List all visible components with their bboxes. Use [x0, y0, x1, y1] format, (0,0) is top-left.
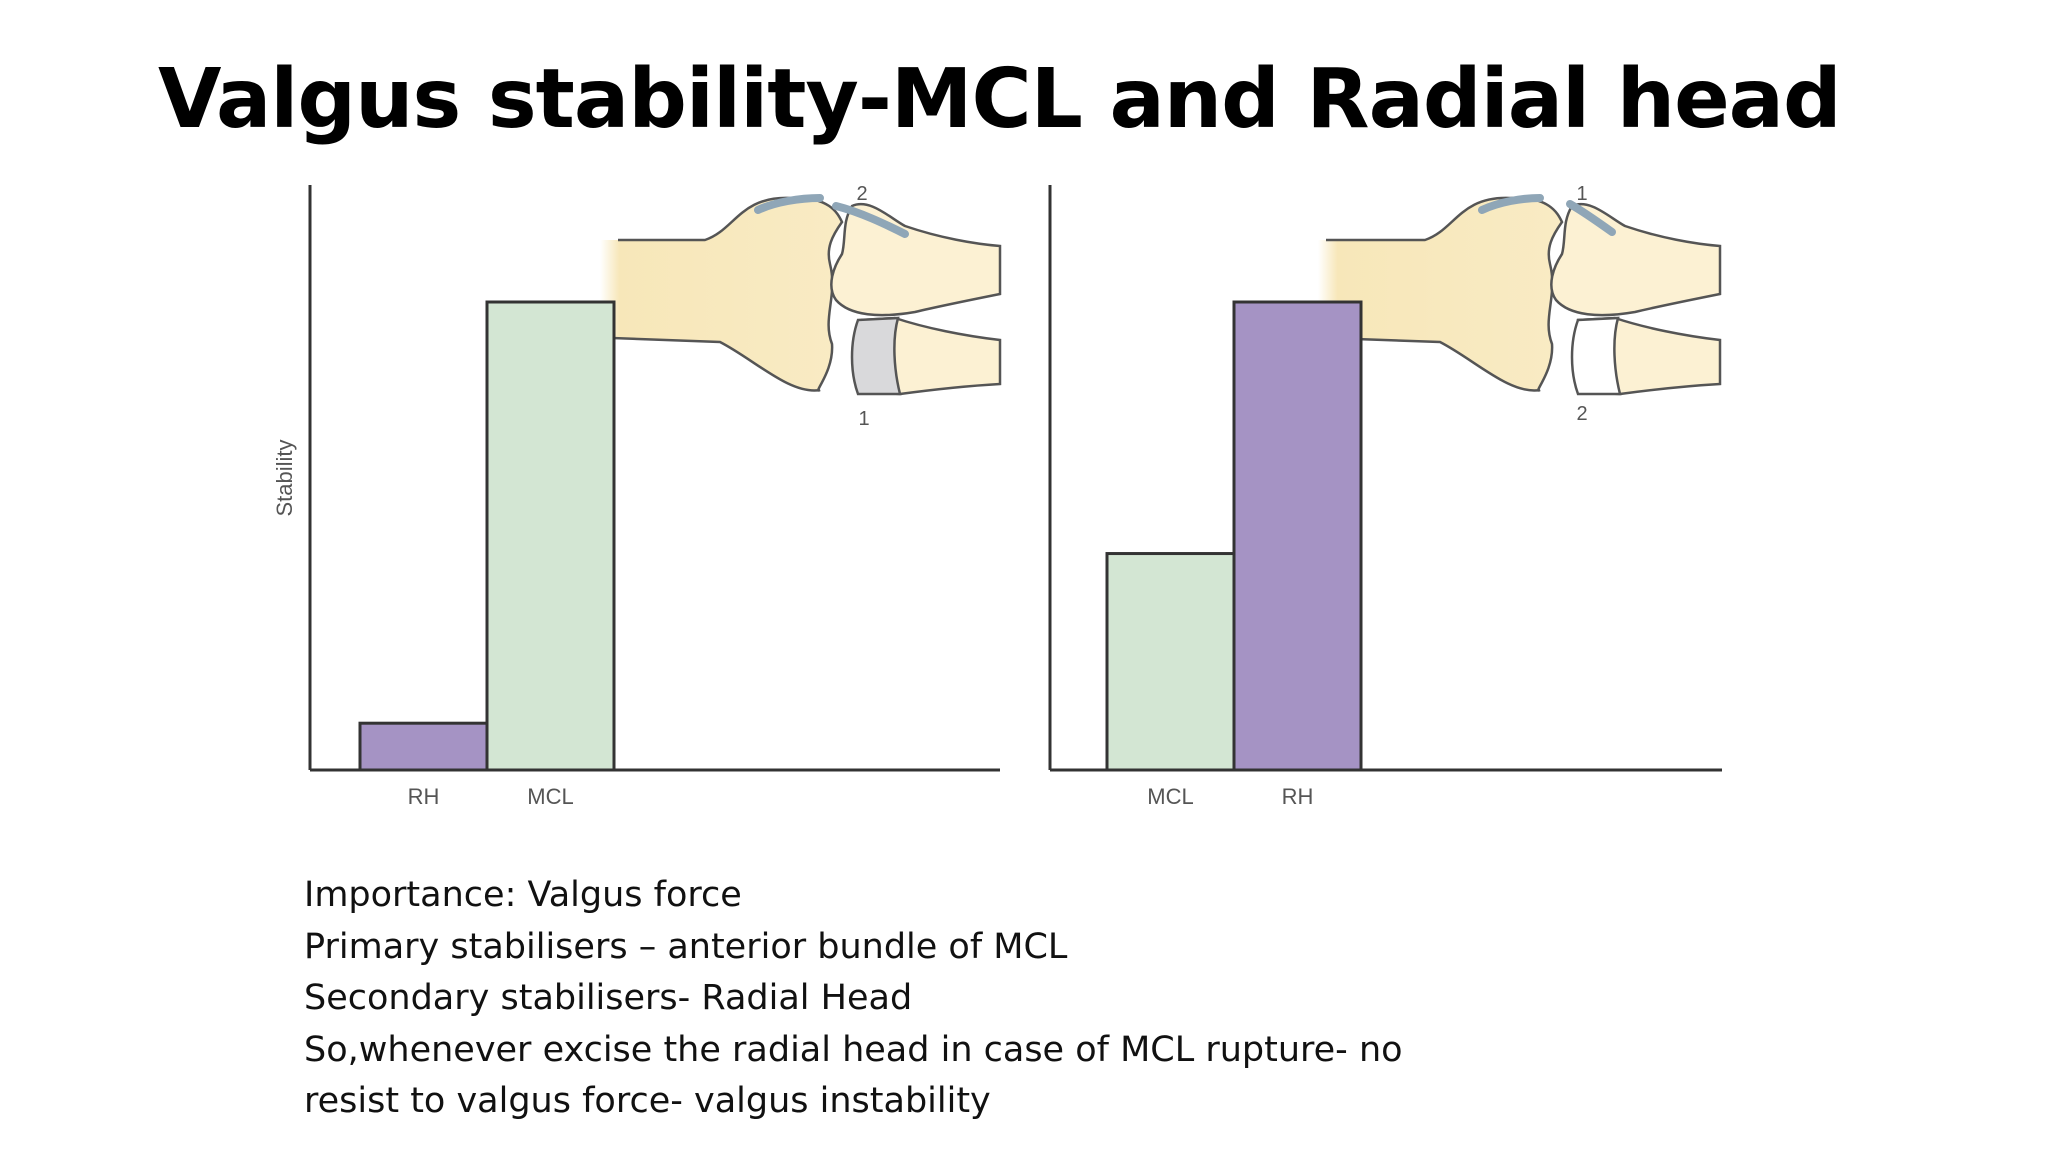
tick-label-mcl: MCL — [1147, 784, 1193, 809]
bar-rh — [358, 721, 489, 772]
note-line: resist to valgus force- valgus instabili… — [304, 1081, 991, 1121]
radial-head — [850, 316, 902, 396]
slide-title: Valgus stability-MCL and Radial head — [158, 52, 1842, 147]
note-line: Importance: Valgus force — [304, 875, 742, 915]
ulna-shape — [830, 203, 1002, 317]
ligament-band-lower — [1566, 200, 1616, 236]
bar-chart-left: Stability RH MCL — [272, 185, 1000, 809]
radial-head — [1570, 316, 1622, 396]
annotation-1: 1 — [858, 408, 869, 430]
annotation-2: 2 — [856, 183, 867, 205]
elbow-illustration-right: 1 2 — [1318, 183, 1722, 425]
note-line: So,whenever excise the radial head in ca… — [304, 1029, 1403, 1070]
notes-text: Importance: Valgus force Primary stabili… — [304, 870, 1403, 1128]
tick-label-rh: RH — [408, 784, 440, 809]
bar-chart-right: MCL RH — [1048, 185, 1722, 809]
ligament-band-upper — [1478, 194, 1544, 214]
tick-label-mcl: MCL — [527, 784, 573, 809]
note-line: Secondary stabilisers- Radial Head — [304, 978, 913, 1018]
humerus-shape — [600, 197, 842, 391]
bar-rh — [1232, 300, 1363, 772]
annotation-1: 1 — [1576, 183, 1587, 205]
humerus-outline — [611, 196, 844, 392]
ulna-shape — [1550, 203, 1722, 317]
humerus-outline — [1326, 196, 1564, 392]
elbow-illustration-left: 2 1 — [600, 183, 1002, 430]
tick-label-rh: RH — [1282, 784, 1314, 809]
y-axis-label: Stability — [272, 439, 297, 516]
ligament-band-upper — [754, 194, 824, 214]
bar-mcl — [485, 300, 616, 772]
humerus-shape — [1318, 197, 1562, 391]
bar-mcl — [1105, 552, 1236, 772]
note-line: Primary stabilisers – anterior bundle of… — [304, 926, 1068, 967]
annotation-2: 2 — [1576, 403, 1587, 425]
ligament-band-lower — [832, 202, 909, 238]
